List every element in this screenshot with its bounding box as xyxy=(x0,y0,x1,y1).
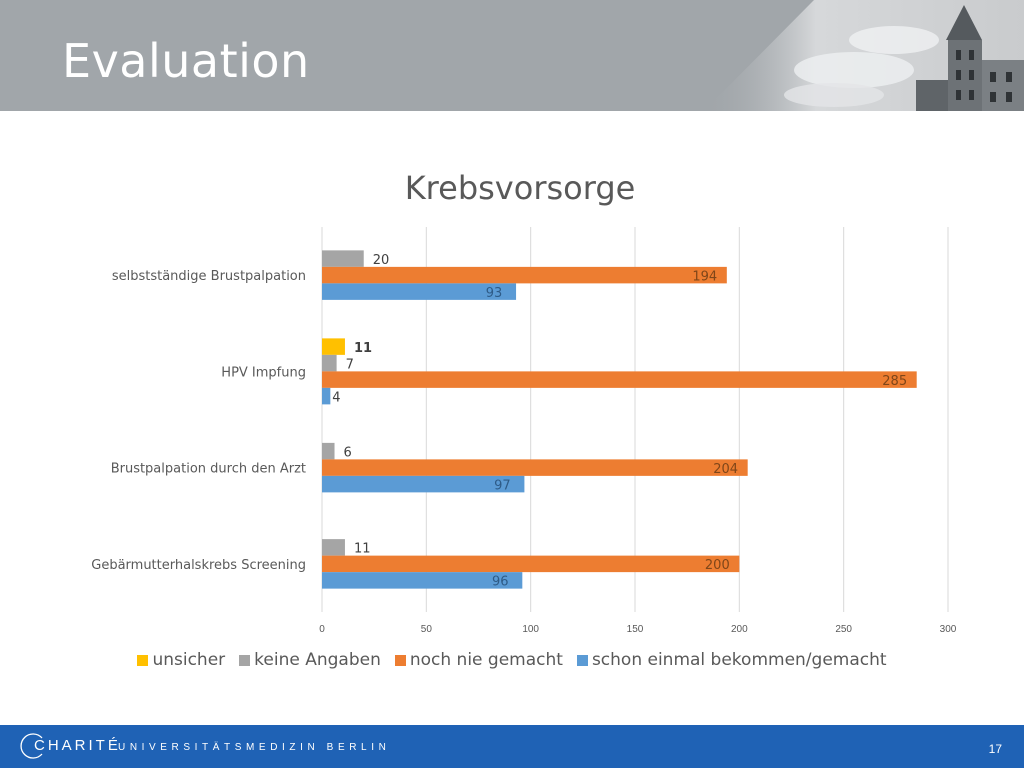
page-number: 17 xyxy=(988,742,1002,756)
legend-label: schon einmal bekommen/gemacht xyxy=(591,650,887,670)
category-label: HPV Impfung xyxy=(221,365,306,380)
x-tick-label: 100 xyxy=(522,624,539,635)
x-tick-label: 0 xyxy=(319,624,325,635)
building-photo xyxy=(704,0,1024,111)
legend-item: keine Angaben xyxy=(239,650,381,670)
bar xyxy=(322,572,523,589)
bar xyxy=(322,354,337,372)
data-label: 7 xyxy=(346,357,354,372)
data-label: 285 xyxy=(882,374,907,389)
bar xyxy=(322,387,331,405)
category-label: selbstständige Brustpalpation xyxy=(112,269,306,284)
data-label: 97 xyxy=(494,478,511,493)
data-label: 20 xyxy=(373,253,390,268)
x-tick-label: 300 xyxy=(940,624,957,635)
bar xyxy=(322,338,345,355)
data-label: 96 xyxy=(492,575,509,590)
bar-chart: Krebsvorsorge 0 50 100 150 200 250 300 selbststä… xyxy=(91,169,957,635)
data-label: 4 xyxy=(332,390,340,405)
category-label: Brustpalpation durch den Arzt xyxy=(111,462,306,477)
legend-swatch xyxy=(137,654,149,666)
data-label: 11 xyxy=(354,542,371,557)
category-label: Gebärmutterhalskrebs Screening xyxy=(91,558,306,573)
bar xyxy=(322,459,748,476)
chart-legend: unsicher keine Angaben noch nie gemacht sch… xyxy=(0,650,1024,670)
charite-logo-icon xyxy=(20,733,43,759)
legend-item: unsicher xyxy=(137,650,225,670)
legend-label: keine Angaben xyxy=(254,650,381,670)
legend-label: noch nie gemacht xyxy=(409,650,563,670)
bar xyxy=(322,442,335,460)
bar xyxy=(322,475,525,493)
x-tick-label: 150 xyxy=(627,624,644,635)
bar xyxy=(322,266,727,284)
data-label: 194 xyxy=(692,269,717,284)
legend-swatch xyxy=(239,654,251,666)
data-label: 204 xyxy=(713,462,738,477)
legend-label: unsicher xyxy=(152,650,226,670)
data-label: 11 xyxy=(354,341,372,356)
x-tick-label: 200 xyxy=(731,624,748,635)
bar xyxy=(322,250,364,267)
slide-title: Evaluation xyxy=(62,34,310,88)
bar xyxy=(322,283,517,300)
brand-name: CHARITÉ xyxy=(34,737,121,754)
chart-title: Krebsvorsorge xyxy=(405,169,636,207)
brand-tagline: UNIVERSITÄTSMEDIZIN BERLIN xyxy=(118,742,391,753)
legend-swatch xyxy=(576,654,588,666)
slide-header: Evaluation xyxy=(0,0,1024,111)
x-tick-label: 50 xyxy=(421,624,433,635)
data-label: 93 xyxy=(486,286,503,301)
bar xyxy=(322,371,917,388)
slide-footer: CHARITÉ UNIVERSITÄTSMEDIZIN BERLIN 17 xyxy=(0,725,1024,768)
bar xyxy=(322,539,345,556)
legend-item: schon einmal bekommen/gemacht xyxy=(576,650,887,670)
bar xyxy=(322,555,740,573)
legend-item: noch nie gemacht xyxy=(394,650,563,670)
x-tick-label: 250 xyxy=(835,624,852,635)
data-label: 6 xyxy=(344,445,352,460)
data-label: 200 xyxy=(705,558,730,573)
legend-swatch xyxy=(394,654,406,666)
